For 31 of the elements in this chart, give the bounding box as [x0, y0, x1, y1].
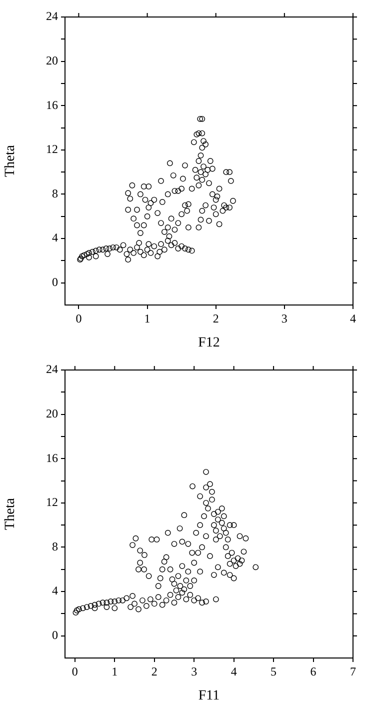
y-tick-label: 20 — [46, 406, 58, 420]
x-tick-label: 2 — [212, 311, 219, 326]
y-tick-label: 16 — [46, 450, 58, 465]
x-tick-label: 3 — [191, 664, 198, 678]
y-tick-label: 16 — [46, 98, 58, 112]
x-tick-label: 7 — [350, 664, 356, 678]
x-tick-label: 6 — [310, 664, 316, 678]
x-tick-label: 4 — [230, 664, 237, 678]
y-tick-label: 24 — [46, 9, 58, 24]
x-tick-label: 1 — [144, 311, 150, 326]
x-tick-label: 3 — [281, 311, 288, 326]
y-tick-label: 4 — [52, 230, 58, 245]
x-tick-label: 0 — [76, 311, 82, 326]
y-tick-label: 8 — [52, 186, 58, 200]
y-tick-label: 24 — [46, 362, 58, 376]
y-axis-title: Theta — [3, 497, 18, 530]
y-tick-label: 4 — [52, 584, 58, 598]
x-tick-label: 1 — [112, 664, 118, 678]
y-axis-title: Theta — [3, 144, 18, 177]
y-tick-label: 12 — [46, 142, 58, 156]
y-tick-label: 0 — [52, 275, 58, 289]
y-tick-label: 0 — [52, 628, 58, 642]
x-tick-label: 4 — [350, 311, 356, 326]
x-axis-title: F12 — [198, 335, 220, 350]
x-tick-label: 5 — [270, 664, 277, 678]
x-tick-label: 2 — [151, 664, 158, 678]
y-tick-label: 20 — [46, 53, 58, 68]
x-axis-title: F11 — [198, 688, 220, 704]
y-tick-label: 12 — [46, 495, 58, 510]
x-tick-label: 0 — [72, 664, 78, 678]
y-tick-label: 8 — [52, 539, 58, 554]
